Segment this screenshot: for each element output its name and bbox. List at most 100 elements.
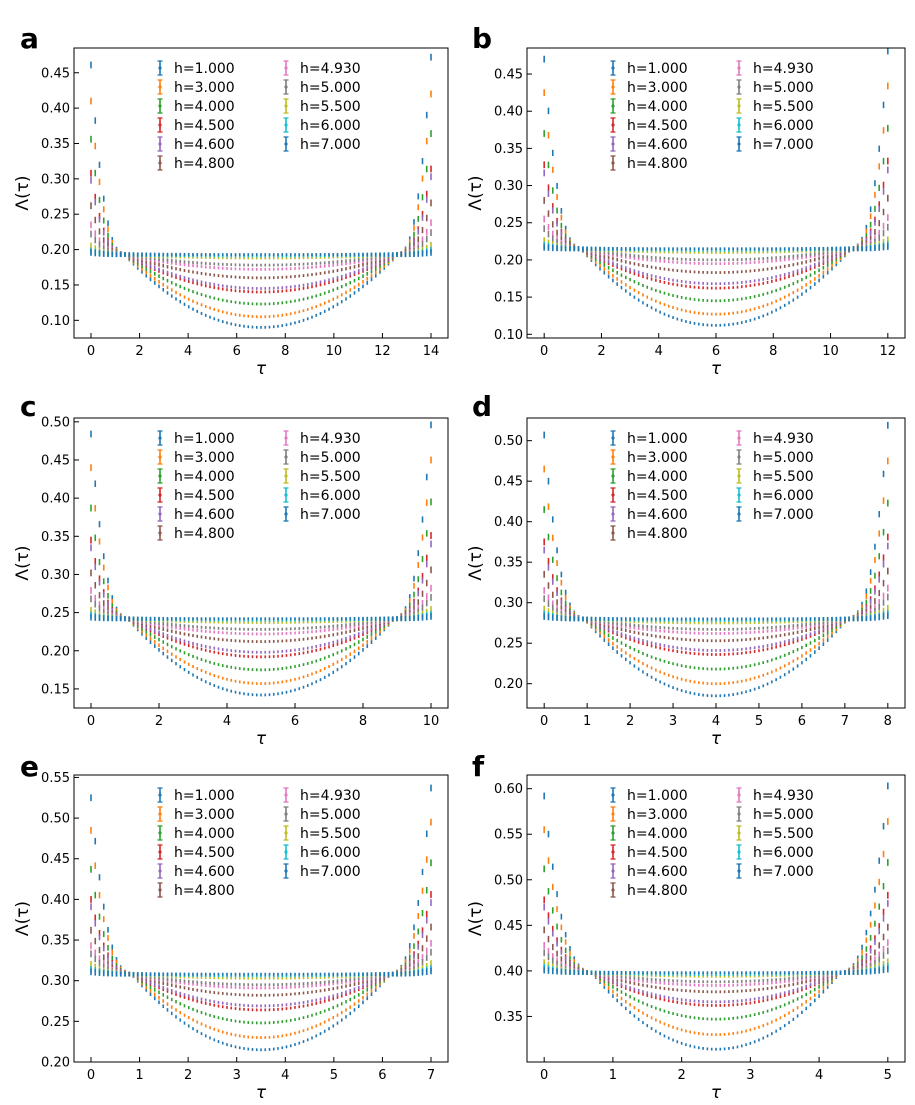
x-tick-label: 1 (135, 1068, 143, 1083)
legend-dot (158, 104, 162, 108)
panel-label: d (472, 390, 492, 423)
legend: h=1.000 h=3.000 h=4.000 h=4.500 h=4.600 h=4.8… (610, 60, 814, 172)
legend-label: h=5.000 (300, 80, 361, 96)
x-tick-label: 7 (427, 1068, 435, 1083)
x-tick-label: 1 (583, 714, 591, 729)
legend-label: h=4.600 (627, 507, 688, 523)
y-tick-label: 0.35 (41, 530, 70, 545)
legend-label: h=4.800 (174, 156, 235, 172)
legend-entry: h=4.500 (157, 117, 235, 134)
legend-dot (611, 436, 615, 440)
legend-dot (284, 85, 288, 89)
x-tick-label: 0 (540, 714, 548, 729)
legend-entry: h=4.000 (157, 825, 235, 842)
legend-dot (158, 85, 162, 89)
legend-dot (158, 474, 162, 478)
x-tick-label: 8 (359, 714, 367, 729)
x-tick-label: 10 (822, 344, 839, 359)
series-h=7.000 (90, 249, 432, 258)
legend-label: h=5.000 (300, 450, 361, 466)
legend-entry: h=4.500 (610, 117, 688, 134)
legend-label: h=7.000 (753, 507, 814, 523)
legend-label: h=4.000 (627, 469, 688, 485)
y-tick-label: 0.40 (494, 105, 523, 120)
legend-entry: h=7.000 (283, 136, 361, 153)
series-h=4.000 (543, 499, 889, 671)
legend-dot (284, 493, 288, 497)
x-tick-label: 2 (155, 714, 163, 729)
legend-dot (737, 123, 741, 127)
legend-entry: h=5.000 (283, 449, 361, 466)
legend-dot (284, 512, 288, 516)
y-tick-label: 0.25 (41, 606, 70, 621)
legend-entry: h=4.600 (157, 506, 235, 523)
legend-entry: h=4.000 (157, 98, 235, 115)
x-tick-label: 6 (378, 1068, 386, 1083)
legend-label: h=5.500 (300, 469, 361, 485)
x-tick-label: 10 (326, 344, 343, 359)
legend-entry: h=5.500 (736, 98, 814, 115)
legend-label: h=4.000 (174, 99, 235, 115)
series-h=7.000 (543, 612, 889, 622)
y-tick-label: 0.45 (494, 68, 523, 83)
legend-entry: h=4.600 (157, 863, 235, 880)
x-tick-label: 2 (626, 714, 634, 729)
x-tick-label: 0 (87, 714, 95, 729)
x-axis-label: τ (711, 729, 722, 749)
legend-label: h=4.000 (174, 826, 235, 842)
x-tick-label: 4 (712, 714, 720, 729)
legend-label: h=4.500 (627, 118, 688, 134)
series-h=3.000 (90, 90, 432, 319)
legend-entry: h=4.000 (610, 98, 688, 115)
legend-entry: h=3.000 (610, 449, 688, 466)
legend-dot (158, 831, 162, 835)
y-tick-label: 0.45 (41, 66, 70, 81)
legend: h=1.000 h=3.000 h=4.000 h=4.500 h=4.600 h=4.8… (157, 430, 361, 542)
x-tick-label: 5 (755, 714, 763, 729)
x-tick-label: 6 (291, 714, 299, 729)
x-tick-label: 6 (712, 344, 720, 359)
legend-entry: h=5.500 (283, 98, 361, 115)
panel-a: a 0 2 4 6 8 10 12 14 0.10 0.15 0.20 0.25 0.30 0.35 0.40… (13, 22, 449, 379)
legend-entry: h=4.500 (610, 487, 688, 504)
legend-dot (611, 512, 615, 516)
legend-label: h=1.000 (627, 431, 688, 447)
axes-frame (526, 417, 906, 709)
series-h=4.000 (90, 859, 432, 1025)
y-tick-label: 0.25 (494, 216, 523, 231)
legend-label: h=7.000 (753, 137, 814, 153)
legend-dot (284, 123, 288, 127)
legend-dot (284, 455, 288, 459)
legend-entry: h=4.800 (610, 155, 688, 172)
legend-dot (158, 161, 162, 165)
legend-label: h=4.930 (753, 61, 814, 77)
data-area (543, 421, 889, 698)
y-axis-label: Λ(τ) (13, 545, 33, 580)
legend-entry: h=4.800 (610, 525, 688, 542)
y-axis-label: Λ(τ) (13, 175, 33, 210)
y-axis-label: Λ(τ) (466, 175, 486, 210)
legend-label: h=4.000 (627, 99, 688, 115)
y-tick-label: 0.30 (494, 596, 523, 611)
series-h=4.500 (90, 891, 432, 1012)
legend: h=1.000 h=3.000 h=4.000 h=4.500 h=4.600 h=4.8… (610, 430, 814, 542)
axes-frame (73, 417, 449, 709)
legend-entry: h=3.000 (610, 79, 688, 96)
x-tick-label: 6 (233, 344, 241, 359)
y-tick-label: 0.20 (494, 677, 523, 692)
x-tick-label: 7 (841, 714, 849, 729)
legend-label: h=4.930 (300, 431, 361, 447)
legend: h=1.000 h=3.000 h=4.000 h=4.500 h=4.600 h=4.8… (157, 787, 361, 899)
y-tick-label: 0.45 (41, 852, 70, 867)
y-tick-label: 0.25 (41, 208, 70, 223)
legend-label: h=5.500 (753, 99, 814, 115)
legend-dot (158, 66, 162, 70)
y-tick-label: 0.30 (41, 172, 70, 187)
series-h=4.000 (543, 124, 889, 303)
legend-label: h=3.000 (627, 80, 688, 96)
y-tick-label: 0.20 (41, 1056, 70, 1071)
legend-label: h=3.000 (174, 80, 235, 96)
legend-entry: h=4.800 (157, 882, 235, 899)
legend-entry: h=1.000 (157, 430, 235, 447)
y-tick-label: 0.10 (494, 328, 523, 343)
